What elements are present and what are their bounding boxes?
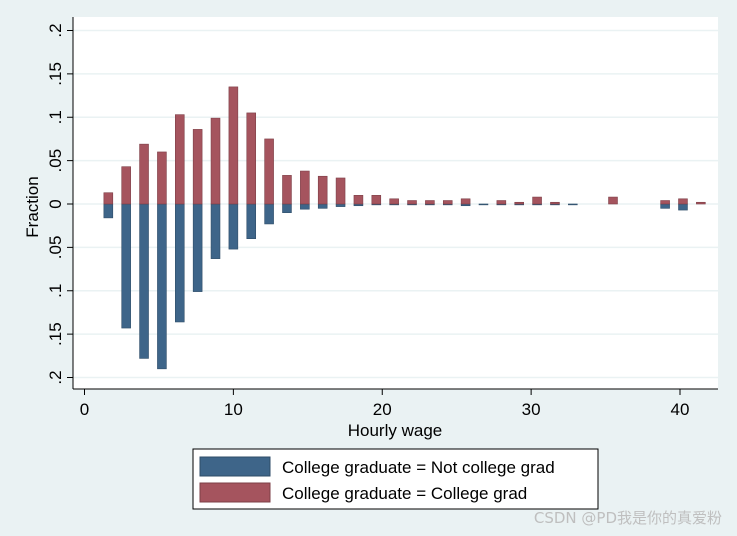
bar-college-grad xyxy=(460,198,471,205)
bar-college-grad xyxy=(121,166,131,205)
bar-not-college-grad xyxy=(121,203,131,329)
bar-college-grad xyxy=(282,175,292,205)
bar-college-grad xyxy=(514,201,524,205)
bar-college-grad xyxy=(696,201,706,205)
y-axis-ticks: .2 .15 .1 .05 0 .05 .1 .15 .2 xyxy=(46,23,73,385)
bar-not-college-grad xyxy=(678,203,688,211)
x-tick-label: 0 xyxy=(80,400,89,419)
bar-college-grad xyxy=(317,175,328,205)
legend: College graduate = Not college grad Coll… xyxy=(192,448,599,510)
bar-college-grad xyxy=(550,201,560,205)
x-tick-label: 20 xyxy=(373,400,392,419)
bar-not-college-grad xyxy=(568,203,578,206)
bar-college-grad xyxy=(264,138,274,205)
legend-swatch-not-college-grad xyxy=(199,456,271,477)
bar-not-college-grad xyxy=(264,203,274,225)
bar-college-grad xyxy=(608,196,618,205)
bar-not-college-grad xyxy=(210,203,221,259)
bar-not-college-grad xyxy=(157,203,167,370)
bar-college-grad xyxy=(335,177,346,205)
bar-not-college-grad xyxy=(246,203,257,240)
y-tick-label: .1 xyxy=(46,110,65,124)
y-tick-label: .1 xyxy=(46,284,65,298)
y-axis-title: Fraction xyxy=(23,176,42,237)
bar-not-college-grad xyxy=(192,203,203,292)
legend-label-not-college-grad: College graduate = Not college grad xyxy=(282,458,555,477)
bar-college-grad xyxy=(175,114,185,205)
bar-college-grad xyxy=(103,192,114,205)
bar-college-grad xyxy=(300,170,310,205)
bar-not-college-grad xyxy=(660,203,670,209)
x-tick-label: 30 xyxy=(522,400,541,419)
x-tick-label: 40 xyxy=(671,400,690,419)
bar-not-college-grad xyxy=(282,203,292,213)
bar-not-college-grad xyxy=(478,203,489,206)
x-axis-title: Hourly wage xyxy=(348,421,443,440)
y-tick-label: .05 xyxy=(46,149,65,173)
legend-swatch-college-grad xyxy=(199,482,271,503)
bar-not-college-grad xyxy=(139,203,149,359)
bar-college-grad xyxy=(371,195,382,205)
bar-not-college-grad xyxy=(228,203,239,250)
bar-college-grad xyxy=(425,200,435,205)
bar-not-college-grad xyxy=(317,203,328,209)
bar-college-grad xyxy=(228,86,239,205)
y-tick-label: .15 xyxy=(46,322,65,346)
legend-label-college-grad: College graduate = College grad xyxy=(282,484,527,503)
y-tick-label: .2 xyxy=(46,23,65,37)
bar-college-grad xyxy=(139,143,149,205)
bar-college-grad xyxy=(660,200,670,205)
bar-not-college-grad xyxy=(103,203,114,219)
bar-college-grad xyxy=(157,151,167,205)
bar-college-grad xyxy=(389,198,399,205)
bar-college-grad xyxy=(442,200,453,205)
bar-college-grad xyxy=(192,129,203,205)
y-tick-label: .15 xyxy=(46,62,65,86)
bar-not-college-grad xyxy=(335,203,346,207)
x-tick-label: 10 xyxy=(224,400,243,419)
bar-college-grad xyxy=(353,195,364,205)
bar-college-grad xyxy=(678,198,688,205)
y-tick-label: 0 xyxy=(46,199,65,208)
y-tick-label: .05 xyxy=(46,236,65,260)
bar-college-grad xyxy=(496,200,507,205)
bar-college-grad xyxy=(246,112,257,205)
bar-college-grad xyxy=(210,117,221,205)
bar-college-grad xyxy=(407,200,417,205)
bar-not-college-grad xyxy=(300,203,310,210)
y-tick-label: .2 xyxy=(46,370,65,384)
watermark: CSDN @PD我是你的真爱粉 xyxy=(534,509,722,527)
bar-not-college-grad xyxy=(175,203,185,323)
series-college-grad xyxy=(103,86,706,205)
x-axis-ticks: 0 10 20 30 40 xyxy=(80,389,690,419)
bar-college-grad xyxy=(532,196,542,205)
series-not-college-grad xyxy=(103,203,688,370)
